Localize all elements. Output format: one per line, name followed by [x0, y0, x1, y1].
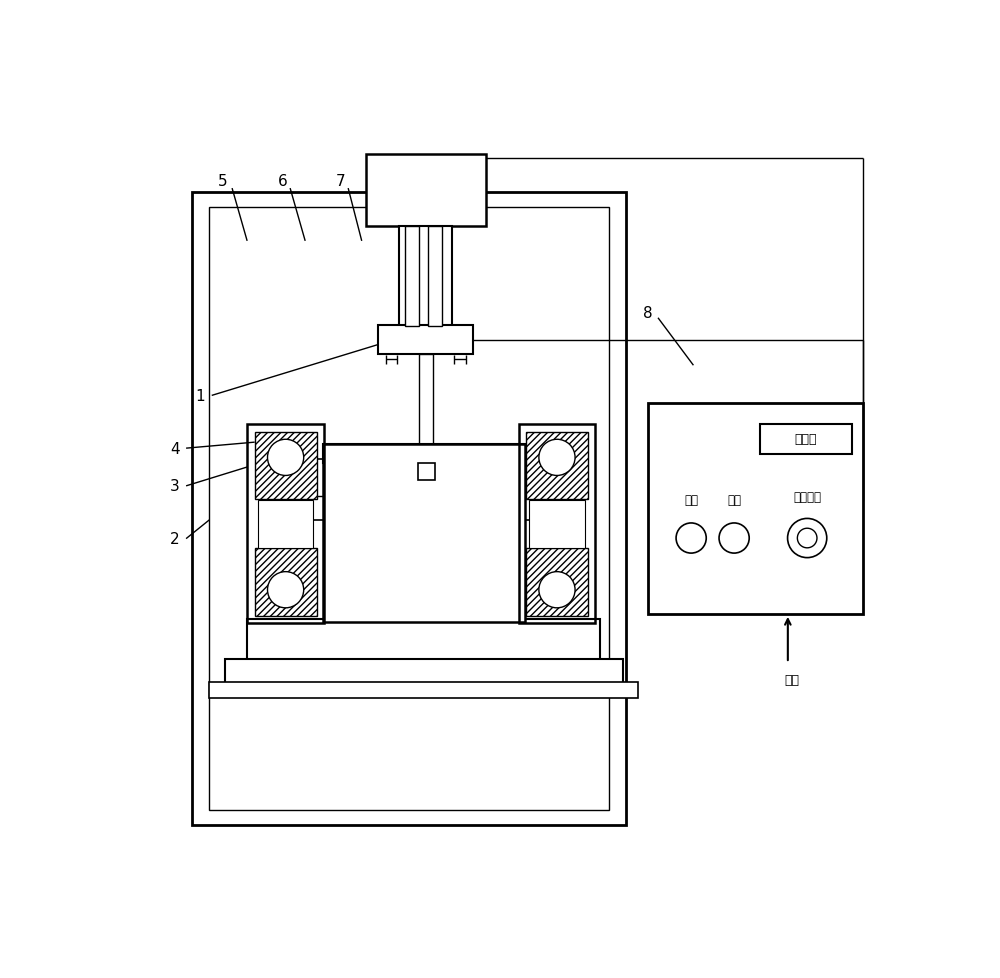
Bar — [405, 227, 419, 327]
Text: 8: 8 — [643, 306, 653, 321]
Circle shape — [719, 523, 749, 554]
Text: 6: 6 — [278, 174, 287, 189]
Text: 压力値: 压力値 — [795, 433, 817, 446]
Bar — [529, 501, 585, 548]
Circle shape — [268, 440, 304, 476]
Bar — [192, 193, 626, 825]
Bar — [418, 464, 435, 480]
Bar — [399, 227, 452, 329]
Bar — [258, 501, 313, 548]
Bar — [225, 659, 623, 684]
Circle shape — [788, 519, 827, 558]
Bar — [526, 432, 588, 500]
Bar — [419, 355, 433, 453]
Text: 气源: 气源 — [784, 673, 799, 687]
Text: 压力调节: 压力调节 — [793, 491, 821, 504]
Bar — [366, 156, 486, 227]
Circle shape — [797, 529, 817, 549]
Bar — [648, 404, 863, 614]
Bar — [255, 432, 317, 500]
Bar — [323, 445, 526, 464]
Bar — [323, 445, 525, 622]
Bar — [209, 683, 638, 698]
Text: 7: 7 — [336, 174, 345, 189]
Bar — [519, 424, 595, 623]
Text: 加压: 加压 — [684, 494, 698, 507]
Bar — [307, 460, 540, 520]
Circle shape — [539, 572, 575, 608]
Text: 1: 1 — [195, 388, 204, 404]
Bar — [378, 326, 473, 355]
Circle shape — [268, 572, 304, 608]
Bar — [760, 424, 852, 454]
Bar — [255, 548, 317, 616]
Circle shape — [539, 440, 575, 476]
Text: 3: 3 — [170, 479, 180, 494]
Circle shape — [676, 523, 706, 554]
Bar — [526, 548, 588, 616]
Bar — [247, 424, 324, 623]
Bar — [209, 207, 609, 810]
Bar — [428, 227, 442, 327]
Text: 4: 4 — [170, 441, 180, 456]
Text: 2: 2 — [170, 532, 180, 547]
Text: 5: 5 — [217, 174, 227, 189]
Text: 卸压: 卸压 — [727, 494, 741, 507]
Bar — [247, 620, 600, 661]
